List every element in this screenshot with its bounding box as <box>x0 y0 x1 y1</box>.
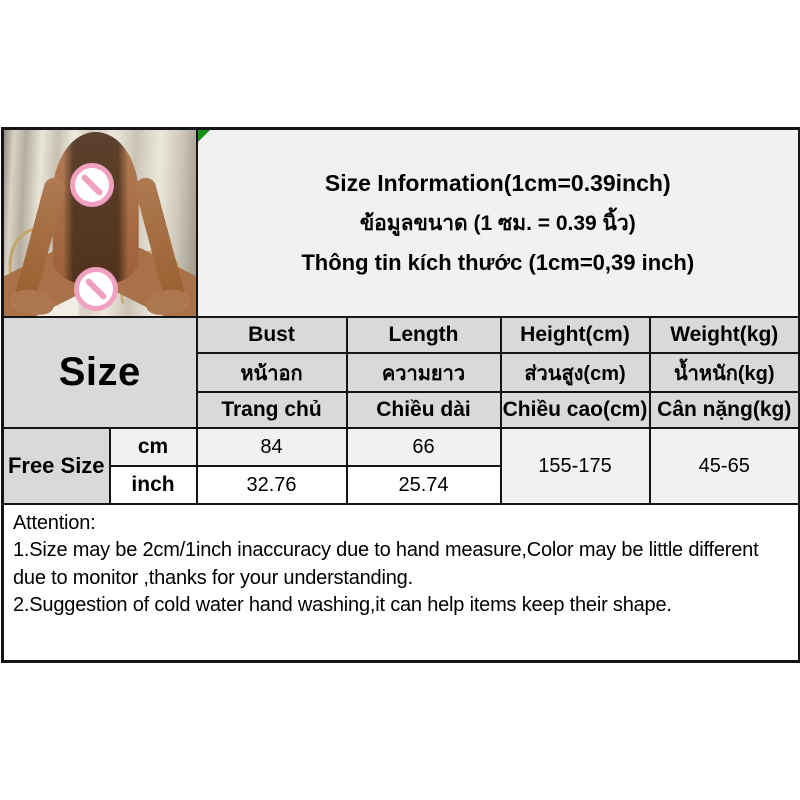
header-height-th: ส่วนสูง(cm) <box>499 352 651 393</box>
weight-range-value: 45-65 <box>648 427 800 505</box>
bust-cm-value: 84 <box>195 427 348 467</box>
header-weight-th: น้ำหนัก(kg) <box>648 352 800 393</box>
header-height-vi: Chiều cao(cm) <box>499 391 651 429</box>
bust-inch-value: 32.76 <box>195 465 348 505</box>
length-inch-value: 25.74 <box>345 465 502 505</box>
height-range-value: 155-175 <box>499 427 651 505</box>
length-cm-value: 66 <box>345 427 502 467</box>
attention-note-1: 1.Size may be 2cm/1inch inaccuracy due t… <box>13 539 759 589</box>
header-length-en: Length <box>345 316 502 354</box>
header-bust-en: Bust <box>195 316 348 354</box>
free-size-label: Free Size <box>1 427 111 505</box>
unit-inch-label: inch <box>108 465 198 505</box>
model-torso-fishnet <box>52 132 139 284</box>
product-photo <box>4 130 195 316</box>
header-weight-vi: Cân nặng(kg) <box>648 391 800 429</box>
attention-note-2: 2.Suggestion of cold water hand washing,… <box>13 594 672 617</box>
title-stack: Size Information(1cm=0.39inch) ข้อมูลขนา… <box>199 170 798 276</box>
header-length-vi: Chiều dài <box>345 391 502 429</box>
header-weight-en: Weight(kg) <box>648 316 800 354</box>
header-bust-vi: Trang chủ <box>195 391 348 429</box>
attention-heading: Attention: <box>13 512 96 534</box>
title-vietnamese: Thông tin kích thước (1cm=0,39 inch) <box>301 250 695 275</box>
header-length-th: ความยาว <box>345 352 502 393</box>
prohibition-icon <box>70 163 114 207</box>
title-cell: Size Information(1cm=0.39inch) ข้อมูลขนา… <box>195 127 800 318</box>
size-chart-table: Size Information(1cm=0.39inch) ข้อมูลขนา… <box>1 127 800 663</box>
unit-cm-label: cm <box>108 427 198 467</box>
header-height-en: Height(cm) <box>499 316 651 354</box>
prohibition-icon <box>74 267 118 311</box>
size-corner-cell: Size <box>1 316 198 429</box>
title-english: Size Information(1cm=0.39inch) <box>324 170 671 196</box>
product-photo-cell <box>1 127 198 318</box>
cell-corner-marker-icon <box>198 130 210 142</box>
header-bust-th: หน้าอก <box>195 352 348 393</box>
attention-notes-cell: Attention: 1.Size may be 2cm/1inch inacc… <box>1 503 800 662</box>
title-thai: ข้อมูลขนาด (1 ซม. = 0.39 นิ้ว) <box>359 212 636 235</box>
